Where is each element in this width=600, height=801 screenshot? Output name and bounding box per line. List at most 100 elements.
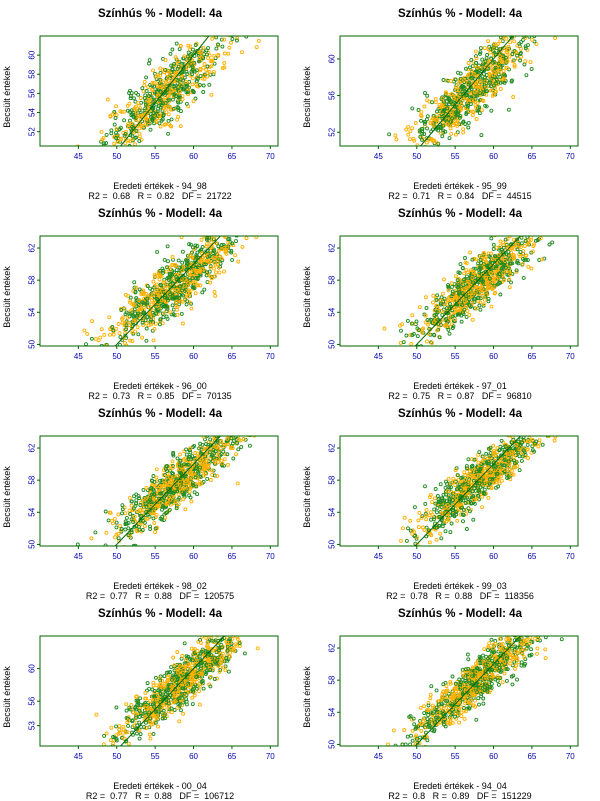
scatter-point <box>462 128 465 131</box>
scatter-point <box>104 556 107 559</box>
scatter-point <box>540 221 543 224</box>
scatter-point <box>465 275 468 278</box>
scatter-point <box>456 519 459 522</box>
scatter-point <box>519 59 522 62</box>
scatter-point <box>105 531 108 534</box>
scatter-point <box>218 12 221 15</box>
scatter-point <box>239 415 242 418</box>
scatter-point <box>227 463 230 466</box>
scatter-point <box>486 54 489 57</box>
scatter-point <box>208 432 211 435</box>
scatter-point <box>103 153 106 156</box>
y-tick-label: 56 <box>328 91 337 100</box>
scatter-point <box>501 30 504 33</box>
scatter-point <box>443 278 446 281</box>
scatter-point <box>527 15 530 18</box>
scatter-point <box>408 138 411 141</box>
scatter-point <box>529 433 532 436</box>
scatter-point <box>230 228 233 231</box>
scatter-point <box>411 107 414 110</box>
scatter-point <box>513 40 516 43</box>
scatter-point <box>198 84 201 87</box>
scatter-point <box>232 457 235 460</box>
identity-line <box>121 36 209 146</box>
scatter-point <box>195 83 198 86</box>
scatter-point <box>382 173 385 176</box>
scatter-point <box>414 361 417 364</box>
scatter-point <box>546 214 549 217</box>
scatter-point <box>527 429 530 432</box>
scatter-point <box>541 410 544 413</box>
scatter-point <box>453 283 456 286</box>
scatter-point <box>125 347 128 350</box>
scatter-point <box>545 430 548 433</box>
scatter-point <box>526 443 529 446</box>
scatter-point <box>220 425 223 428</box>
scatter-point <box>483 73 486 76</box>
scatter-point <box>439 483 442 486</box>
scatter-point <box>264 416 267 419</box>
scatter-point <box>400 539 403 542</box>
y-tick-label: 54 <box>28 307 37 316</box>
scatter-point <box>167 70 170 73</box>
scatter-point <box>237 448 240 451</box>
scatter-point <box>557 201 560 204</box>
scatter-point <box>217 224 220 227</box>
scatter-point <box>529 230 532 233</box>
scatter-point <box>530 267 533 270</box>
scatter-point <box>443 297 446 300</box>
scatter-point <box>490 109 493 112</box>
scatter-points <box>397 381 583 571</box>
y-tick-label: 60 <box>328 54 337 63</box>
scatter-point <box>525 232 528 235</box>
x-tick-label: 50 <box>412 152 421 161</box>
scatter-point <box>199 284 202 287</box>
scatter-point <box>447 328 450 331</box>
scatter-point <box>528 424 531 427</box>
scatter-point <box>424 502 427 505</box>
scatter-point <box>404 157 407 160</box>
scatter-point <box>176 313 179 316</box>
scatter-point <box>416 335 419 338</box>
scatter-point <box>406 319 409 322</box>
scatter-point <box>221 221 224 224</box>
scatter-point <box>155 75 158 78</box>
scatter-point <box>420 119 423 122</box>
scatter-point <box>583 0 586 2</box>
scatter-point <box>188 490 191 493</box>
scatter-point <box>448 332 451 335</box>
scatter-point <box>518 26 521 29</box>
scatter-point <box>442 79 445 82</box>
scatter-point <box>550 225 553 228</box>
scatter-point <box>418 306 421 309</box>
scatter-point <box>201 291 204 294</box>
scatter-point <box>532 419 535 422</box>
scatter-point <box>529 425 532 428</box>
scatter-point <box>459 263 462 266</box>
scatter-point <box>524 427 527 430</box>
scatter-point <box>124 512 127 515</box>
scatter-point <box>218 228 221 231</box>
scatter-point <box>433 497 436 500</box>
scatter-point <box>423 105 426 108</box>
scatter-point <box>500 479 503 482</box>
scatter-point <box>539 19 542 22</box>
y-tick-label: 58 <box>28 275 37 284</box>
scatter-point <box>449 531 452 534</box>
scatter-point <box>531 432 534 435</box>
scatter-point <box>552 404 555 407</box>
scatter-point <box>233 431 236 434</box>
scatter-point <box>417 526 420 529</box>
scatter-point <box>138 140 141 143</box>
scatter-point <box>505 37 508 40</box>
scatter-point <box>235 240 238 243</box>
scatter-point <box>167 132 170 135</box>
scatter-point <box>483 488 486 491</box>
scatter-point <box>181 322 184 325</box>
scatter-point <box>169 124 172 127</box>
scatter-point <box>241 418 244 421</box>
scatter-point <box>438 104 441 107</box>
scatter-point <box>425 508 428 511</box>
scatter-point <box>181 261 184 264</box>
